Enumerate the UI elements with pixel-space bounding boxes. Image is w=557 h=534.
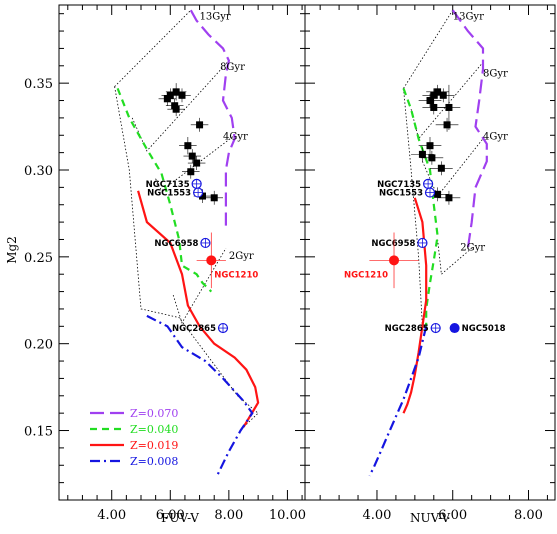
y-tick-label: 0.15 xyxy=(24,425,53,440)
sample-point xyxy=(210,194,218,202)
isochrone-label: 13Gyr xyxy=(453,11,484,22)
track-0070 xyxy=(451,9,488,249)
isochrone-label: 8Gyr xyxy=(220,62,245,73)
galaxy-label: NGC5018 xyxy=(462,324,506,334)
galaxy-label: NGC1553 xyxy=(379,189,423,199)
sample-point xyxy=(426,97,434,105)
panel-frame xyxy=(304,4,556,501)
track-0070 xyxy=(189,9,236,226)
y-tick-label: 0.30 xyxy=(24,164,53,179)
sample-point xyxy=(437,164,445,172)
sample-point xyxy=(163,95,171,103)
sample-point xyxy=(439,91,447,99)
isochrone-label: 8Gyr xyxy=(483,69,508,80)
galaxy-label: NGC1210 xyxy=(214,270,258,280)
model-boundary xyxy=(403,88,423,353)
x-axis-label-fuv: FUV-V xyxy=(161,511,199,525)
galaxy-label: NGC6958 xyxy=(154,239,198,249)
isochrone-line xyxy=(131,60,230,152)
sample-point xyxy=(196,121,204,129)
isochrone-line xyxy=(172,247,227,324)
legend-label: Z=0.070 xyxy=(130,407,178,420)
x-tick-label: 6.00 xyxy=(438,508,467,523)
galaxy-label: NGC1553 xyxy=(147,189,191,199)
sample-point xyxy=(187,168,195,176)
x-tick-label: 6.00 xyxy=(156,508,185,523)
isochrone-label: 4Gyr xyxy=(223,131,248,142)
track-0040 xyxy=(402,88,439,327)
track-0040 xyxy=(116,87,213,293)
sample-point xyxy=(178,91,186,99)
galaxy-label: NGC1210 xyxy=(344,270,388,280)
x-tick-label: 4.00 xyxy=(97,508,126,523)
isochrone-label: 2Gyr xyxy=(229,251,254,262)
isochrone-line xyxy=(403,9,454,89)
isochrone-line xyxy=(437,239,472,275)
sample-point xyxy=(430,103,438,111)
x-tick-label: 10.00 xyxy=(269,508,306,523)
galaxy-marker xyxy=(389,255,400,266)
track-0008 xyxy=(146,314,254,477)
galaxy-label: NGC7135 xyxy=(377,180,421,190)
sample-point xyxy=(443,121,451,129)
sample-point xyxy=(434,190,442,198)
sample-point xyxy=(172,105,180,113)
isochrone-label: 13Gyr xyxy=(200,11,231,22)
panel-fuv-v: 4.00 6.00 8.00 10.00 13Gyr 8Gyr 4Gyr 2Gyr NGC713… xyxy=(58,4,306,523)
galaxy-label: NGC6958 xyxy=(371,239,415,249)
y-tick-label: 0.35 xyxy=(24,77,53,92)
y-tick-label: 0.20 xyxy=(24,338,53,353)
sample-point xyxy=(426,142,434,150)
galaxy-label: NGC7135 xyxy=(146,180,190,190)
isochrone-line xyxy=(114,9,192,87)
panel-nuv-v: 4.00 6.00 8.0013Gyr8Gyr4Gyr2GyrNGC7135NGC1… xyxy=(304,4,556,523)
legend-label: Z=0.019 xyxy=(130,439,178,452)
galaxy-marker xyxy=(206,255,217,266)
sample-point xyxy=(184,142,192,150)
isochrone-line xyxy=(155,134,235,192)
sample-point xyxy=(428,154,436,162)
track-0008 xyxy=(368,326,428,477)
x-tick-label: 4.00 xyxy=(362,508,391,523)
isochrone-label: 4Gyr xyxy=(483,131,508,142)
track-0019 xyxy=(402,197,428,414)
sample-point xyxy=(445,103,453,111)
sample-point xyxy=(188,152,196,160)
sample-point xyxy=(199,192,206,200)
isochrone-label: 2Gyr xyxy=(460,242,485,253)
panel-frame xyxy=(58,4,306,501)
x-tick-label: 8.00 xyxy=(214,508,243,523)
sample-point xyxy=(434,88,442,96)
sample-point xyxy=(172,88,180,96)
legend: Z=0.070 Z=0.040 Z=0.019 Z=0.008 xyxy=(90,407,178,468)
y-axis-label: Mg2 xyxy=(5,236,19,264)
sample-point xyxy=(445,194,453,202)
sample-point xyxy=(193,159,201,167)
model-boundary xyxy=(114,86,259,428)
galaxy-label: NGC2865 xyxy=(385,324,429,334)
x-axis-label-nuv: NUV-V xyxy=(410,511,450,525)
track-0019 xyxy=(137,190,260,428)
galaxy-label: NGC2865 xyxy=(172,324,216,334)
y-axis: 0.15 0.20 0.25 0.30 0.35 xyxy=(24,77,53,439)
x-tick-label: 8.00 xyxy=(514,508,543,523)
legend-label: Z=0.008 xyxy=(130,455,178,468)
y-tick-label: 0.25 xyxy=(24,251,53,266)
galaxy-marker xyxy=(449,323,460,334)
legend-label: Z=0.040 xyxy=(130,423,178,436)
sample-point xyxy=(418,150,426,158)
